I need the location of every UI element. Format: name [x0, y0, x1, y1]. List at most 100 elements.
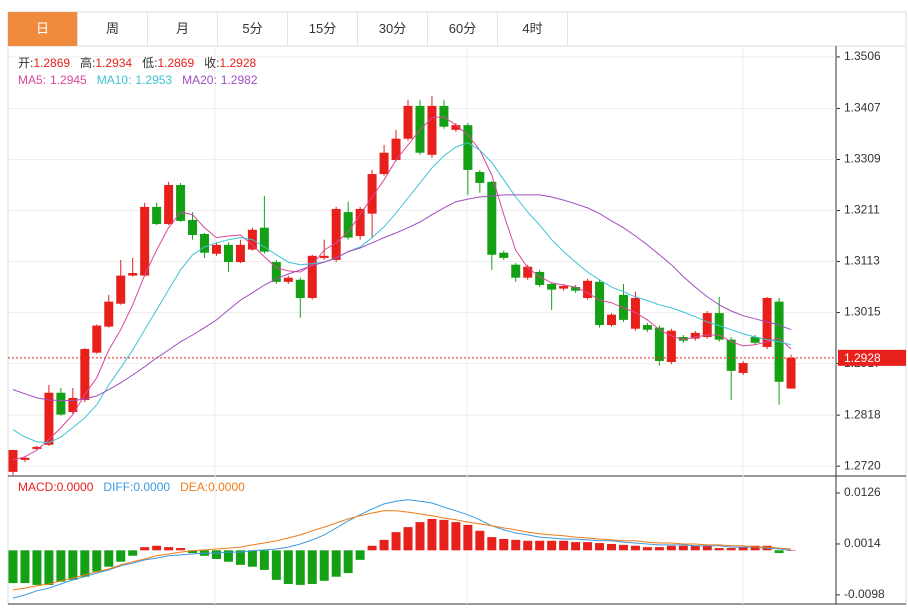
macd-bar: [738, 547, 748, 551]
y-tick-label: 0.0126: [844, 485, 881, 499]
legend-value: 1.2953: [135, 73, 173, 87]
y-tick-label: 1.3309: [844, 152, 881, 166]
period-tab[interactable]: 30分: [358, 12, 428, 46]
candle-body: [750, 337, 760, 343]
current-price-label: 1.2928: [844, 351, 881, 365]
candle-body: [499, 252, 509, 258]
candle-body: [188, 219, 198, 235]
candle-body: [630, 297, 640, 329]
macd-bar: [427, 518, 437, 551]
candle-body: [32, 446, 42, 449]
readout-label: 低:: [142, 56, 158, 70]
candle-body: [8, 450, 18, 472]
macd-bar: [223, 550, 233, 562]
candle-body: [690, 332, 700, 339]
candle-body: [607, 314, 616, 326]
candle-body: [307, 255, 317, 298]
candle-body: [80, 349, 90, 401]
legend-item: DEA:0.0000: [180, 480, 245, 494]
macd-bar: [247, 550, 257, 567]
macd-bar: [379, 539, 389, 551]
candle-body: [259, 227, 269, 252]
legend-item: DIFF:0.0000: [103, 480, 170, 494]
period-tabs: 日周月 5分 15分 30分 60分 4时: [8, 12, 568, 46]
y-tick-label: 1.3407: [844, 101, 881, 115]
macd-bar: [343, 550, 353, 574]
macd-bar: [559, 540, 569, 551]
macd-bar: [571, 542, 581, 551]
macd-bar: [152, 545, 162, 551]
period-tab[interactable]: 60分: [428, 12, 498, 46]
macd-bar: [439, 519, 449, 551]
period-tab[interactable]: 月: [148, 12, 218, 46]
readout-item: 低:1.2869: [142, 54, 194, 71]
macd-bar: [607, 543, 616, 551]
period-tab[interactable]: 4时: [498, 12, 568, 46]
candle-body: [642, 325, 652, 330]
readout-item: 高:1.2934: [80, 54, 132, 71]
macd-bar: [283, 550, 293, 584]
candle-body: [559, 286, 569, 289]
candle-body: [535, 271, 545, 285]
y-tick-label: -0.0098: [844, 587, 885, 601]
legend-item: MA5: 1.2945: [18, 73, 87, 87]
macd-bar: [487, 537, 497, 551]
period-tab[interactable]: 周: [78, 12, 148, 46]
macd-bar: [367, 545, 377, 551]
candle-body: [678, 337, 688, 341]
macd-bar: [128, 550, 138, 556]
candle-body: [235, 244, 245, 263]
macd-bar: [331, 550, 341, 577]
macd-bar: [499, 538, 509, 551]
candle-body: [367, 174, 377, 214]
macd-bar: [451, 522, 461, 551]
macd-line: [12, 499, 792, 599]
candle-body: [391, 138, 401, 161]
candle-body: [295, 279, 305, 298]
readout-value: 1.2869: [33, 56, 71, 70]
candle-body: [128, 272, 138, 276]
macd-bar: [475, 530, 485, 551]
macd-bar: [235, 550, 245, 565]
ma-readout: MA5: 1.2945 MA10: 1.2953 MA20: 1.2982: [18, 73, 258, 87]
candle-body: [714, 313, 724, 340]
macd-bar: [690, 545, 700, 551]
candle-body: [319, 255, 329, 258]
current-price-box: [838, 349, 906, 366]
ohlc-readout: 开:1.2869 高:1.2934 低:1.2869 收:1.2928: [18, 54, 256, 71]
legend-name: MA5:: [18, 73, 47, 87]
macd-bar: [678, 545, 688, 551]
macd-bar: [32, 550, 42, 585]
period-tab[interactable]: 15分: [288, 12, 358, 46]
macd-bar: [630, 545, 640, 551]
macd-bar: [355, 550, 365, 560]
y-tick-label: 1.3211: [844, 203, 880, 217]
candle-body: [726, 339, 736, 371]
legend-value: 1.2982: [220, 73, 258, 87]
candle-body: [654, 327, 664, 361]
candle-body: [44, 392, 54, 445]
macd-bar: [116, 550, 126, 562]
macd-bar: [68, 550, 78, 580]
legend-item: MA10: 1.2953: [97, 73, 172, 87]
macd-bar: [391, 532, 401, 551]
legend-name: MA10:: [96, 73, 132, 87]
candle-body: [403, 105, 413, 139]
legend-value: 0.0000: [133, 480, 171, 494]
readout-value: 1.2869: [157, 56, 195, 70]
period-tab[interactable]: 日: [8, 12, 78, 46]
readout-item: 收:1.2928: [204, 54, 256, 71]
macd-bar: [20, 550, 30, 584]
candle-body: [511, 264, 521, 278]
readout-label: 收:: [204, 56, 220, 70]
macd-bar: [295, 550, 305, 585]
period-tab[interactable]: 5分: [218, 12, 288, 46]
candle-body: [20, 457, 30, 460]
macd-bar: [44, 550, 54, 585]
ma-line: [12, 142, 792, 444]
candle-body: [331, 208, 341, 260]
legend-item: MA20: 1.2982: [182, 73, 257, 87]
macd-bar: [595, 543, 605, 551]
legend-value: 0.0000: [208, 480, 245, 494]
macd-bar: [271, 550, 281, 580]
